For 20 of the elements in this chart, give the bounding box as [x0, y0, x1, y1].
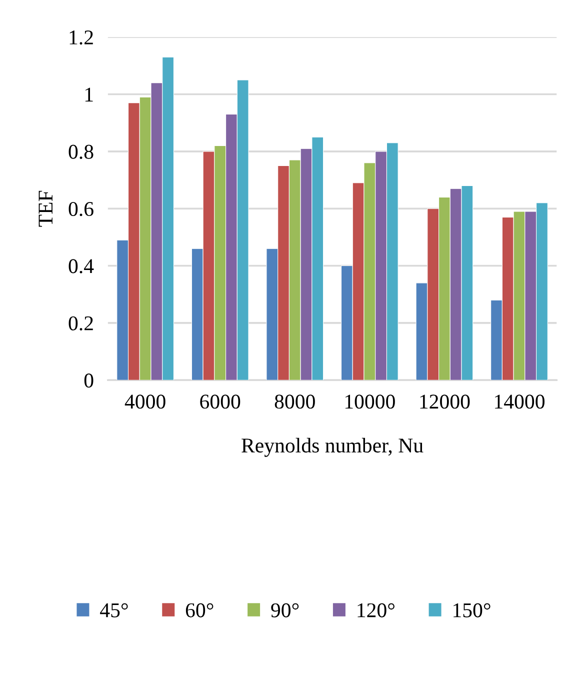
legend-label: 90°	[271, 603, 299, 618]
legend-label: 120°	[358, 603, 394, 618]
x-axis-title: Reynolds number, Nu	[242, 438, 424, 457]
y-tick-label: 1	[85, 88, 93, 102]
legend-label: 150°	[454, 603, 490, 618]
x-tick-label: 6000	[200, 394, 240, 409]
legend-label: 60°	[186, 603, 214, 618]
y-tick-label: 0	[84, 374, 94, 388]
y-tick-label: 1.2	[70, 30, 93, 45]
y-tick-label: 0.4	[68, 259, 94, 274]
x-tick-label: 4000	[124, 394, 166, 409]
x-tick-label: 10000	[345, 394, 395, 409]
legend-label: 45°	[100, 603, 128, 618]
x-tick-label: 12000	[420, 394, 470, 409]
x-tick-label: 8000	[274, 394, 315, 409]
y-tick-label: 0.6	[68, 202, 94, 216]
x-tick-label: 14000	[495, 394, 544, 409]
y-tick-label: 0.2	[68, 316, 93, 330]
y-axis-title: TEF	[38, 190, 52, 227]
y-tick-label: 0.8	[68, 144, 94, 159]
